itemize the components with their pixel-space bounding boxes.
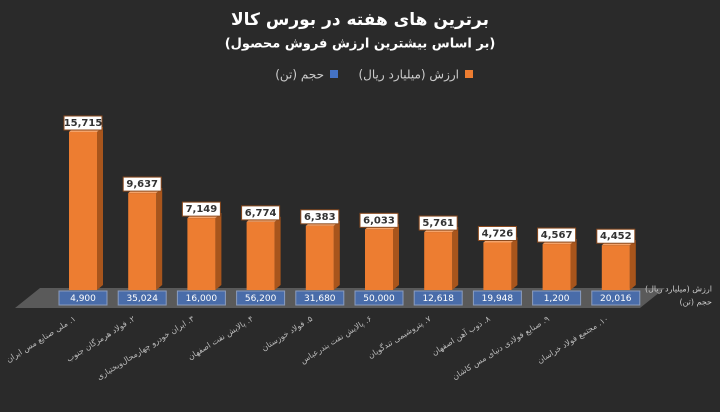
bar-side [393,224,399,290]
bar [128,193,157,290]
volume-label: 20,016 [600,294,632,304]
volume-box [472,290,522,306]
bar [365,229,393,290]
bar-side [629,240,636,290]
volume-box [413,290,463,306]
volume-box [295,290,345,306]
value-label: 6,383 [304,212,336,223]
volume-box [591,290,641,306]
x-tick-label: ۵. فولاد خوزستان [260,314,314,353]
bar-side [97,127,103,290]
value-label: 5,761 [422,218,454,229]
bar [246,221,275,290]
volume-label: 16,000 [186,294,218,304]
volume-label: 19,948 [482,294,514,304]
volume-label: 12,618 [422,294,454,304]
bar [601,245,630,290]
bar [542,244,571,290]
volume-label: 4,900 [70,294,96,304]
chart-title: برترین های هفته در بورس کالا [231,10,489,30]
value-label: 15,715 [64,118,103,129]
value-label: 7,149 [186,204,218,215]
x-tick-label: ۷. پتروشیمی تندگویان [366,313,433,360]
value-label-box [418,215,458,231]
bar-side [333,220,340,290]
value-label-box [477,225,517,241]
legend-label: ارزش (میلیارد ریال) [358,68,459,83]
x-tick-label: ۳. ایران خودرو چهارمحال‌وبختیاری [95,314,196,382]
legend-swatch [465,70,473,78]
value-label-box [122,176,162,192]
value-label: 4,567 [541,230,573,241]
row-label: ارزش (میلیارد ریال) [645,285,712,294]
value-label: 4,452 [600,231,632,242]
volume-box [176,290,226,306]
volume-box [354,290,404,306]
volume-label: 1,200 [544,294,570,304]
volume-label: 56,200 [245,294,277,304]
bar-side [452,227,459,290]
chart-subtitle: (بر اساس بیشترین ارزش فروش محصول) [225,37,496,52]
value-label: 9,637 [126,179,158,190]
volume-box [117,290,167,306]
volume-label: 50,000 [363,294,395,304]
value-label-box [63,115,103,131]
bar-side [274,216,281,290]
legend-label: حجم (تن) [275,68,324,83]
value-label-box [241,205,281,221]
value-label-box [596,228,636,244]
bar-side [215,213,222,290]
value-label: 4,726 [482,228,514,239]
bar [69,132,97,290]
bar-side [156,188,163,290]
volume-box [236,290,286,306]
bar [305,225,334,290]
x-tick-label: ۴. پالایش نفت اصفهان [186,314,255,362]
value-label-box [300,209,340,225]
volume-box [532,290,582,306]
x-tick-label: ۹. صنایع فولادی دنیای مس کاشان [451,314,551,381]
bar-side [511,237,518,290]
value-label: 6,033 [363,215,395,226]
value-label-box [359,212,399,228]
volume-label: 35,024 [126,294,158,304]
volume-label: 31,680 [304,294,336,304]
volume-box [58,290,108,306]
legend-swatch [330,70,338,78]
value-label: 6,774 [245,208,277,219]
x-tick-label: ۸. ذوب آهن اصفهان [430,313,493,357]
bar [424,232,453,290]
value-label-box [181,201,221,217]
row-label: حجم (تن) [679,298,712,307]
value-label-box [537,227,577,243]
bar [187,218,216,290]
bar-side [570,239,577,290]
bar [483,242,512,290]
